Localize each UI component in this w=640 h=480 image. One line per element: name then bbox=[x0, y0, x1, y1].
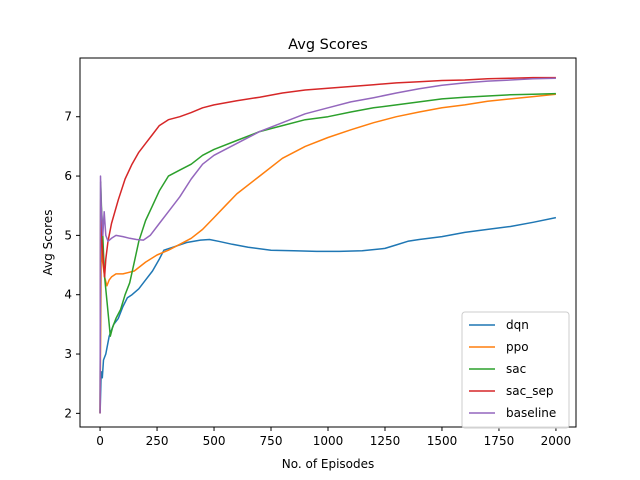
x-tick-label: 500 bbox=[203, 434, 226, 448]
series-line-sac_sep bbox=[99, 76, 556, 414]
series-line-sac bbox=[99, 92, 556, 414]
x-tick-label: 1000 bbox=[313, 434, 344, 448]
x-axis-ticks: 0 250 500 750 1000 1250 1500 1750 2000 bbox=[96, 427, 571, 448]
x-tick-label: 0 bbox=[96, 434, 104, 448]
legend-label-baseline: baseline bbox=[506, 406, 556, 420]
x-tick-label: 250 bbox=[146, 434, 169, 448]
series-line-ppo bbox=[99, 93, 556, 414]
x-tick-label: 1250 bbox=[370, 434, 401, 448]
y-axis-ticks: 2 3 4 5 6 7 bbox=[64, 110, 80, 420]
y-tick-label: 3 bbox=[64, 347, 72, 361]
y-tick-label: 7 bbox=[64, 110, 72, 124]
legend-label-sac_sep: sac_sep bbox=[506, 384, 553, 398]
y-tick-label: 6 bbox=[64, 169, 72, 183]
legend-label-ppo: ppo bbox=[506, 340, 529, 354]
y-axis-title: Avg Scores bbox=[41, 210, 55, 276]
chart-title: Avg Scores bbox=[288, 37, 368, 53]
legend-box bbox=[461, 311, 570, 429]
series-layer bbox=[99, 76, 557, 414]
x-tick-label: 1750 bbox=[484, 434, 515, 448]
legend-label-sac: sac bbox=[506, 362, 526, 376]
y-tick-label: 4 bbox=[64, 288, 72, 302]
x-tick-label: 2000 bbox=[541, 434, 572, 448]
series-line-baseline bbox=[99, 77, 556, 414]
x-axis-title: No. of Episodes bbox=[282, 457, 375, 471]
x-tick-label: 750 bbox=[260, 434, 283, 448]
y-tick-label: 2 bbox=[64, 406, 72, 420]
legend: dqn ppo sac sac_sep baseline bbox=[461, 311, 570, 429]
x-tick-label: 1500 bbox=[427, 434, 458, 448]
y-tick-label: 5 bbox=[64, 228, 72, 242]
legend-label-dqn: dqn bbox=[506, 318, 529, 332]
